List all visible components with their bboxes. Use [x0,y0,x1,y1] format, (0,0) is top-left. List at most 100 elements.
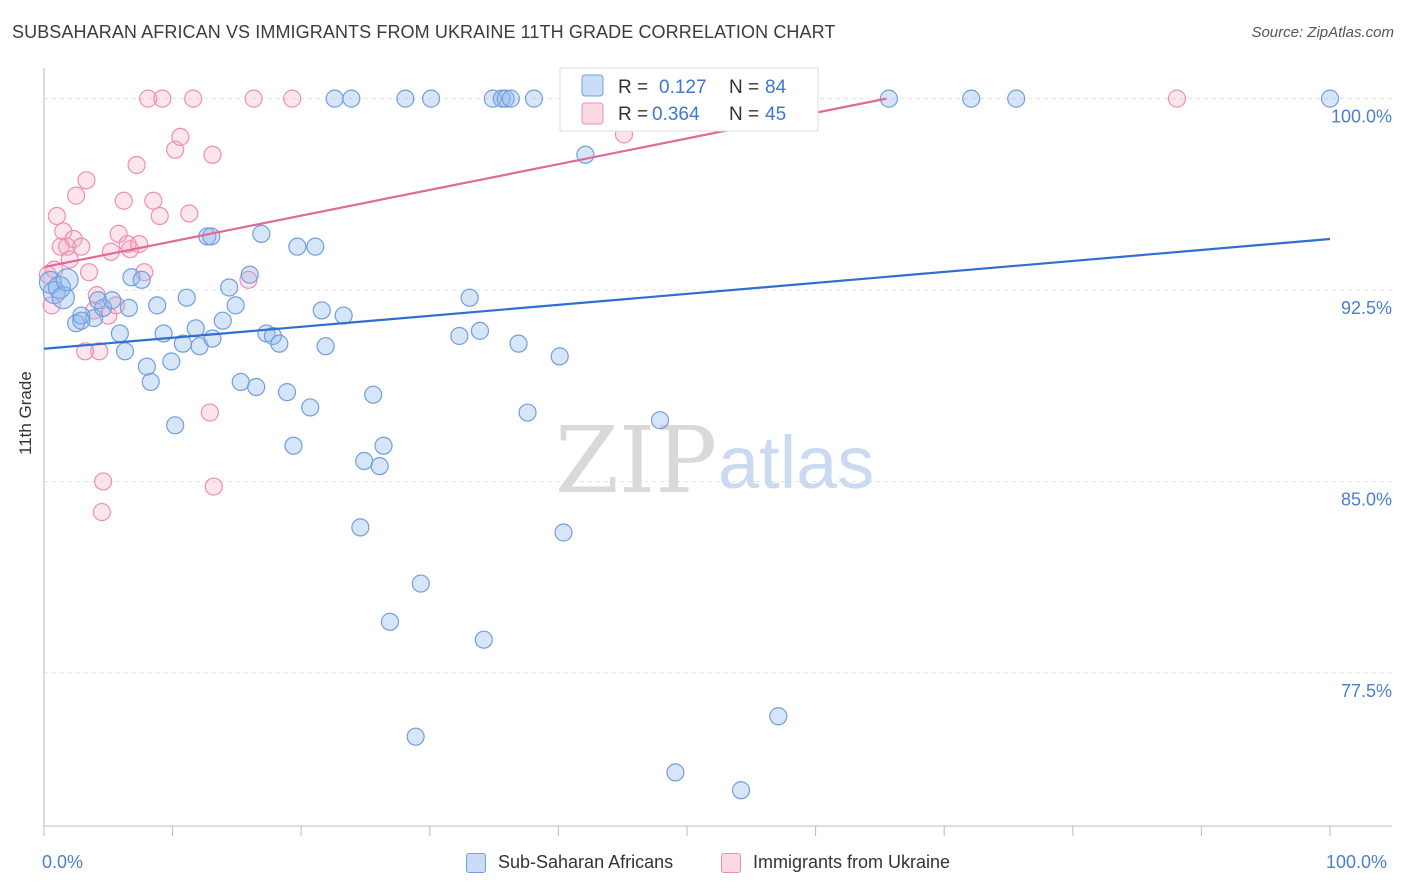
x-tick-min: 0.0% [42,852,84,872]
subsaharan-point [554,523,573,542]
subsaharan-point [141,372,160,392]
legend-item-ukraine: Immigrants from Ukraine [721,852,950,873]
subsaharan-point [55,268,79,292]
ukraine-point [180,204,199,223]
subsaharan-point [288,237,307,256]
ukraine-point [244,89,263,108]
legend-top: R = 0.127 N = 84 R = 0.364 N = 45 [559,67,819,132]
legend-r-value-2: 0.364 [652,104,700,125]
subsaharan-point [103,291,122,310]
legend-swatch-subsaharan [466,852,486,873]
axes [43,68,1392,836]
subsaharan-point [396,89,415,108]
y-tick-label: 77.5% [1341,681,1392,701]
subsaharan-point [731,781,751,800]
ukraine-point [139,89,158,108]
subsaharan-point [119,298,138,318]
subsaharan-point [355,451,374,471]
subsaharan-point [380,612,400,631]
gridlines [44,98,1392,674]
subsaharan-point [306,237,325,256]
legend-r-label-2: R = [618,104,648,125]
subsaharan-point [220,278,239,297]
subsaharan-point [115,342,135,361]
ukraine-point [92,502,111,522]
subsaharan-points [38,89,1340,800]
subsaharan-point [1320,89,1340,108]
y-tick-labels: 77.5% 85.0% 92.5% 100.0% [1331,107,1392,701]
ukraine-point [76,342,95,361]
y-tick-label: 92.5% [1341,298,1392,318]
subsaharan-point [137,357,156,376]
subsaharan-trendline [43,237,1331,350]
subsaharan-point [247,377,266,397]
legend-swatch-pink [581,102,604,125]
subsaharan-point [550,347,569,366]
subsaharan-point [351,518,370,537]
ukraine-point [204,477,223,496]
chart-title: SUBSAHARAN AFRICAN VS IMMIGRANTS FROM UK… [12,22,836,42]
subsaharan-point [769,707,788,726]
subsaharan-point [284,436,303,455]
ukraine-point [79,263,99,282]
subsaharan-point [166,416,185,435]
ukraine-point [114,191,133,210]
subsaharan-point [132,270,151,289]
legend-bottom: Sub-Saharan Africans Immigrants from Ukr… [0,850,1406,880]
subsaharan-point [518,403,537,422]
subsaharan-point [450,326,469,346]
watermark-atlas: atlas [718,421,874,504]
subsaharan-point [879,89,899,108]
subsaharan-point [231,372,250,392]
subsaharan-point [301,398,320,417]
legend-r-value-1: 0.127 [659,77,707,98]
subsaharan-point [470,321,490,340]
subsaharan-point [501,89,520,108]
subsaharan-point [509,334,528,353]
ukraine-point [1167,89,1187,108]
legend-label-ukraine: Immigrants from Ukraine [753,852,951,872]
subsaharan-point [496,89,515,108]
subsaharan-point [460,288,479,307]
y-tick-label: 85.0% [1341,489,1392,509]
subsaharan-point [334,306,353,325]
subsaharan-point [252,224,271,243]
subsaharan-point [110,324,129,343]
subsaharan-point [312,301,331,320]
subsaharan-point [148,296,167,315]
ukraine-point [72,237,91,256]
ukraine-point [47,206,66,226]
subsaharan-point [474,630,493,649]
watermark: ZIP atlas [555,407,874,514]
subsaharan-point [650,411,670,430]
subsaharan-point [72,311,91,330]
subsaharan-point [88,291,108,310]
legend-n-label-2: N = [729,104,759,125]
legend-item-subsaharan: Sub-Saharan Africans [466,852,673,873]
legend-n-value-2: 45 [765,104,786,125]
x-tick-max: 100.0% [1326,852,1388,872]
legend-n-value-1: 84 [765,77,787,98]
subsaharan-point [270,334,289,353]
legend-r-label-1: R = [618,77,648,98]
subsaharan-point [962,89,981,108]
y-tick-label: 100.0% [1331,107,1392,127]
ukraine-point [184,89,203,108]
ukraine-point [77,171,96,190]
subsaharan-point [370,457,389,476]
source-label: Source: ZipAtlas.com [1251,24,1394,41]
ukraine-point [150,206,169,226]
legend-swatch-blue [581,74,604,97]
subsaharan-point [277,383,297,402]
ukraine-point [283,89,302,108]
subsaharan-point [162,352,181,371]
subsaharan-point [374,436,393,455]
legend-n-label-1: N = [729,77,759,98]
ukraine-point [144,191,163,210]
subsaharan-point [524,89,544,108]
subsaharan-point [226,296,245,315]
subsaharan-point [421,89,441,108]
watermark-zip: ZIP [555,407,717,514]
subsaharan-point [406,727,425,746]
